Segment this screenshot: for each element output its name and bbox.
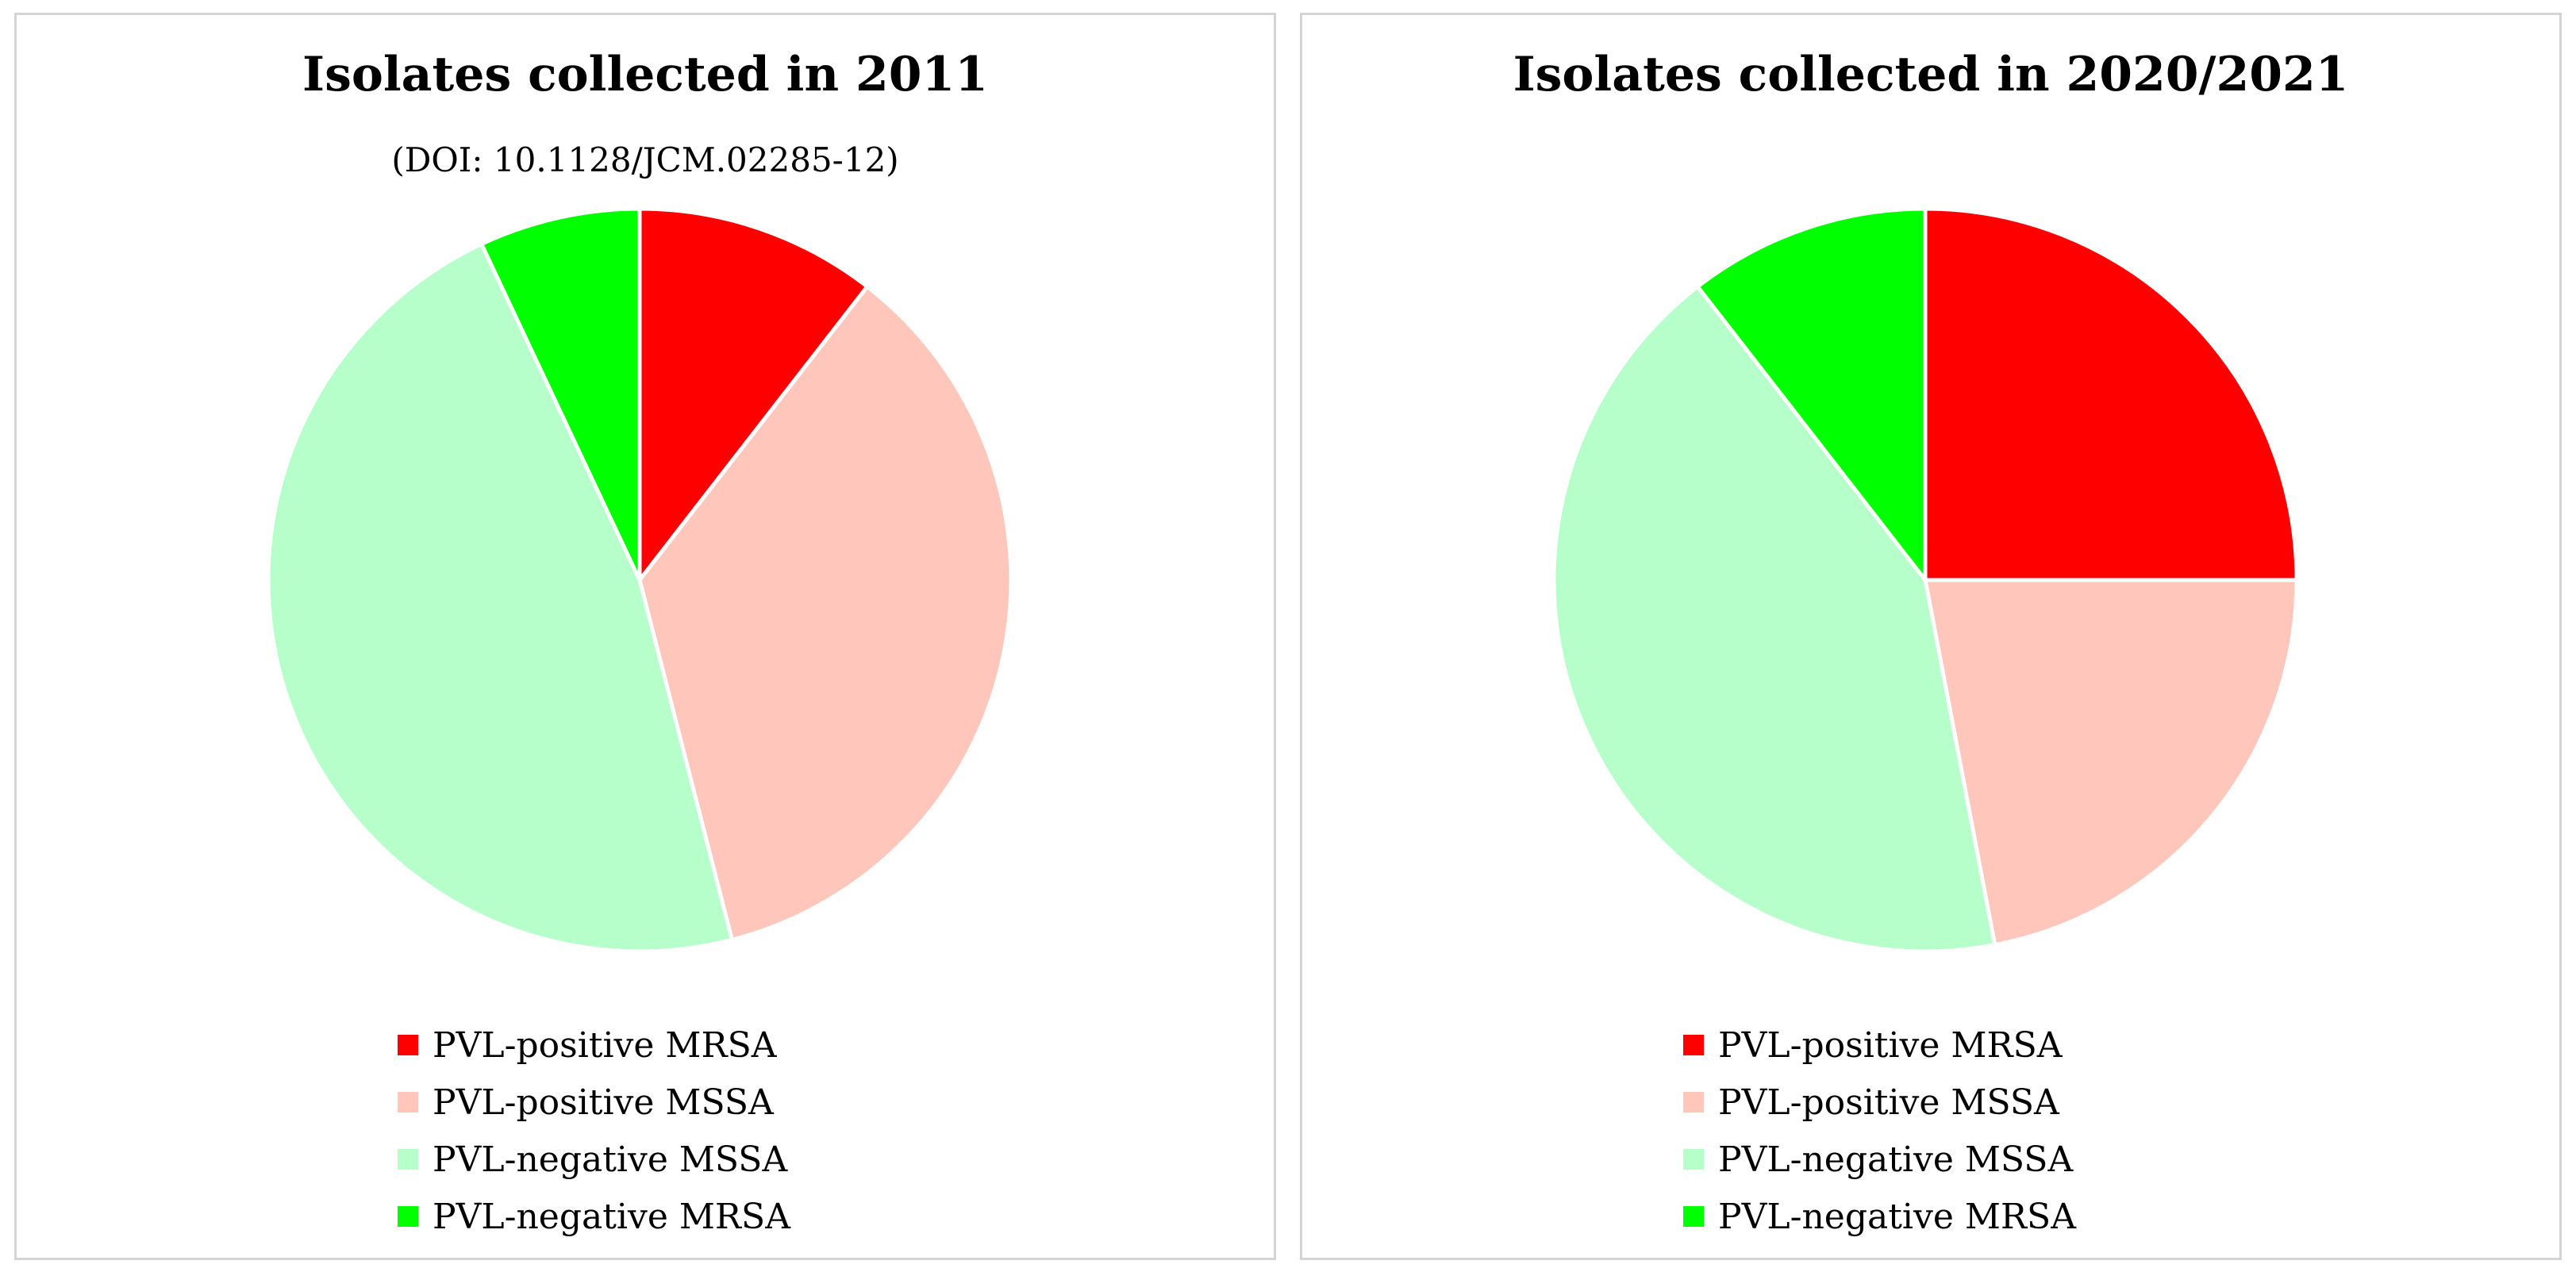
- pie-chart-2011: [266, 206, 1013, 954]
- legend-item-pvl-positive-mssa: PVL-positive MSSA: [398, 1074, 790, 1131]
- chart-panel-2020-2021: Isolates collected in 2020/2021 PVL-posi…: [1300, 13, 2562, 1260]
- pie-slice-pvl-negative-mssa: [1551, 284, 1997, 954]
- legend-item-pvl-positive-mrsa: PVL-positive MRSA: [398, 1016, 790, 1074]
- chart-title: Isolates collected in 2011: [302, 47, 988, 102]
- legend-label: PVL-negative MRSA: [1718, 1196, 2076, 1237]
- pie-slice-pvl-negative-mssa: [266, 242, 734, 954]
- legend-label: PVL-negative MSSA: [433, 1139, 788, 1180]
- pie-slice-pvl-negative-mrsa: [1695, 206, 1928, 582]
- legend-swatch: [1683, 1149, 1704, 1170]
- legend-item-pvl-positive-mrsa: PVL-positive MRSA: [1683, 1016, 2076, 1074]
- legend-swatch: [398, 1092, 418, 1113]
- legend-swatch: [398, 1149, 418, 1170]
- legend-item-pvl-positive-mssa: PVL-positive MSSA: [1683, 1074, 2076, 1131]
- legend-swatch: [1683, 1206, 1704, 1227]
- legend-swatch: [398, 1035, 418, 1055]
- legend-label: PVL-negative MRSA: [433, 1196, 790, 1237]
- legend-label: PVL-positive MSSA: [1718, 1082, 2059, 1123]
- legend: PVL-positive MRSA PVL-positive MSSA PVL-…: [398, 1016, 790, 1245]
- pie-slice-pvl-positive-mssa: [1923, 578, 2299, 947]
- legend-label: PVL-positive MRSA: [1718, 1024, 2063, 1066]
- pie-slice-pvl-positive-mssa: [637, 284, 1013, 942]
- legend-swatch: [1683, 1092, 1704, 1113]
- legend-item-pvl-negative-mrsa: PVL-negative MRSA: [398, 1188, 790, 1245]
- pie-chart-2020-2021: [1551, 206, 2299, 954]
- legend-swatch: [398, 1206, 418, 1227]
- chart-title: Isolates collected in 2020/2021: [1513, 47, 2349, 102]
- legend-label: PVL-positive MRSA: [433, 1024, 777, 1066]
- legend-item-pvl-negative-mrsa: PVL-negative MRSA: [1683, 1188, 2076, 1245]
- pie-slice-pvl-positive-mrsa: [1923, 206, 2299, 582]
- chart-subtitle-doi: (DOI: 10.1128/JCM.02285-12): [391, 140, 899, 179]
- legend-item-pvl-negative-mssa: PVL-negative MSSA: [398, 1131, 790, 1188]
- legend-item-pvl-negative-mssa: PVL-negative MSSA: [1683, 1131, 2076, 1188]
- legend: PVL-positive MRSA PVL-positive MSSA PVL-…: [1683, 1016, 2076, 1245]
- pie-slice-pvl-positive-mrsa: [637, 206, 870, 582]
- chart-panel-2011: Isolates collected in 2011 (DOI: 10.1128…: [14, 13, 1276, 1260]
- legend-label: PVL-negative MSSA: [1718, 1139, 2074, 1180]
- legend-swatch: [1683, 1035, 1704, 1055]
- legend-label: PVL-positive MSSA: [433, 1082, 774, 1123]
- pie-slice-pvl-negative-mrsa: [479, 206, 642, 582]
